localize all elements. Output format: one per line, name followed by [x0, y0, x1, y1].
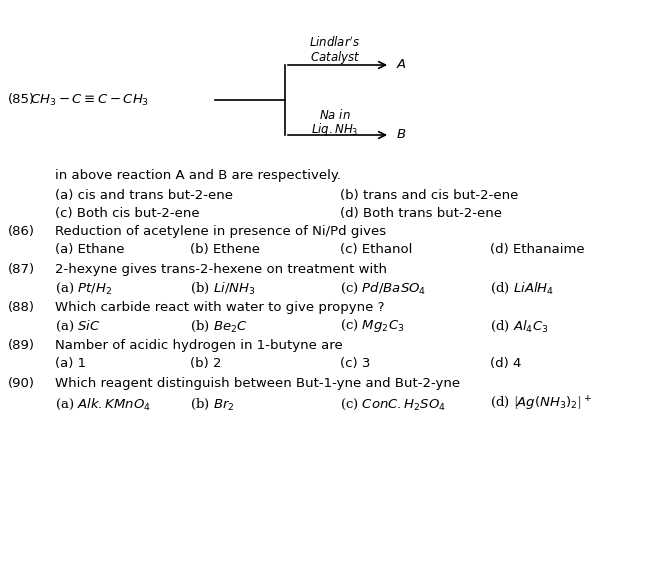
Text: (a) $Alk.KMnO_4$: (a) $Alk.KMnO_4$: [55, 396, 151, 412]
Text: (d) Ethanaime: (d) Ethanaime: [490, 243, 584, 256]
Text: $B$: $B$: [396, 128, 406, 141]
Text: Which carbide react with water to give propyne ?: Which carbide react with water to give p…: [55, 302, 384, 315]
Text: $Catalyst$: $Catalyst$: [310, 48, 360, 66]
Text: (d) $LiAlH_4$: (d) $LiAlH_4$: [490, 280, 554, 296]
Text: (c) Ethanol: (c) Ethanol: [340, 243, 413, 256]
Text: (a) cis and trans but-2-ene: (a) cis and trans but-2-ene: [55, 189, 233, 202]
Text: (b) $Be_2C$: (b) $Be_2C$: [190, 319, 248, 333]
Text: $Liq.NH_3$: $Liq.NH_3$: [311, 121, 359, 139]
Text: (a) $SiC$: (a) $SiC$: [55, 319, 101, 333]
Text: Reduction of acetylene in presence of Ni/Pd gives: Reduction of acetylene in presence of Ni…: [55, 226, 386, 238]
Text: (d) $\left[ Ag(NH_3)_2 \right]^+$: (d) $\left[ Ag(NH_3)_2 \right]^+$: [490, 395, 592, 413]
Text: (c) $Pd / BaSO_4$: (c) $Pd / BaSO_4$: [340, 280, 426, 296]
Text: (c) $Mg_2C_3$: (c) $Mg_2C_3$: [340, 317, 405, 335]
Text: (90): (90): [8, 377, 35, 390]
Text: (a) 1: (a) 1: [55, 357, 86, 370]
Text: (d) 4: (d) 4: [490, 357, 521, 370]
Text: (d) Both trans but-2-ene: (d) Both trans but-2-ene: [340, 206, 502, 219]
Text: 2-hexyne gives trans-2-hexene on treatment with: 2-hexyne gives trans-2-hexene on treatme…: [55, 263, 387, 276]
Text: in above reaction A and B are respectively.: in above reaction A and B are respective…: [55, 169, 341, 181]
Text: $A$: $A$: [396, 59, 407, 71]
Text: Which reagent distinguish between But-1-yne and But-2-yne: Which reagent distinguish between But-1-…: [55, 377, 460, 390]
Text: (89): (89): [8, 340, 35, 352]
Text: (c) 3: (c) 3: [340, 357, 370, 370]
Text: (a) Ethane: (a) Ethane: [55, 243, 125, 256]
Text: (c) Both cis but-2-ene: (c) Both cis but-2-ene: [55, 206, 200, 219]
Text: (b) Ethene: (b) Ethene: [190, 243, 260, 256]
Text: (85): (85): [8, 93, 35, 107]
Text: (a) $Pt / H_2$: (a) $Pt / H_2$: [55, 280, 112, 296]
Text: (b) trans and cis but-2-ene: (b) trans and cis but-2-ene: [340, 189, 519, 202]
Text: (87): (87): [8, 263, 35, 276]
Text: $CH_3-C\equiv C-CH_3$: $CH_3-C\equiv C-CH_3$: [30, 92, 149, 108]
Text: Namber of acidic hydrogen in 1-butyne are: Namber of acidic hydrogen in 1-butyne ar…: [55, 340, 343, 352]
Text: (b) $Li / NH_3$: (b) $Li / NH_3$: [190, 280, 256, 296]
Text: (b) $Br_2$: (b) $Br_2$: [190, 396, 234, 412]
Text: (86): (86): [8, 226, 35, 238]
Text: $Lindlar's$: $Lindlar's$: [309, 36, 360, 50]
Text: (88): (88): [8, 302, 35, 315]
Text: (b) 2: (b) 2: [190, 357, 221, 370]
Text: (d) $Al_4C_3$: (d) $Al_4C_3$: [490, 319, 548, 333]
Text: (c) $ConC.H_2SO_4$: (c) $ConC.H_2SO_4$: [340, 396, 446, 412]
Text: $Na\ in$: $Na\ in$: [319, 108, 351, 122]
